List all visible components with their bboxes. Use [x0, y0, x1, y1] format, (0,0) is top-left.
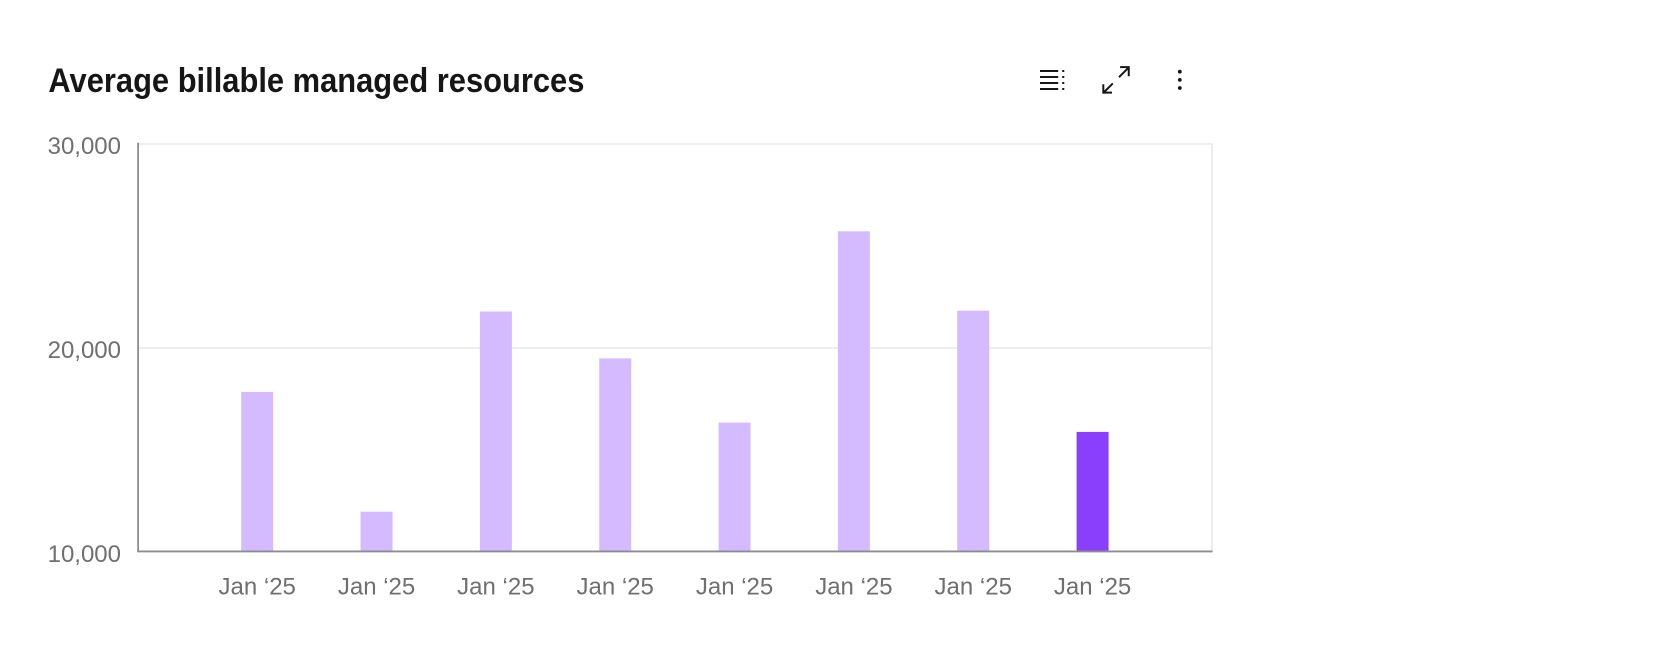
svg-text:Average billable managed resou: Average billable managed resources — [48, 62, 584, 100]
svg-text:Jan ‘25: Jan ‘25 — [338, 573, 415, 600]
svg-text:Jan ‘25: Jan ‘25 — [577, 573, 654, 600]
svg-text:Jan ‘25: Jan ‘25 — [696, 573, 773, 600]
svg-text:30,000: 30,000 — [48, 133, 121, 160]
svg-text:Jan ‘25: Jan ‘25 — [457, 573, 534, 600]
svg-text:Jan ‘25: Jan ‘25 — [935, 573, 1012, 600]
svg-text:Jan ‘25: Jan ‘25 — [219, 573, 296, 600]
svg-text:Jan ‘25: Jan ‘25 — [815, 573, 892, 600]
svg-text:20,000: 20,000 — [48, 337, 121, 364]
svg-text:Jan ‘25: Jan ‘25 — [1054, 573, 1131, 600]
svg-text:10,000: 10,000 — [48, 541, 121, 568]
